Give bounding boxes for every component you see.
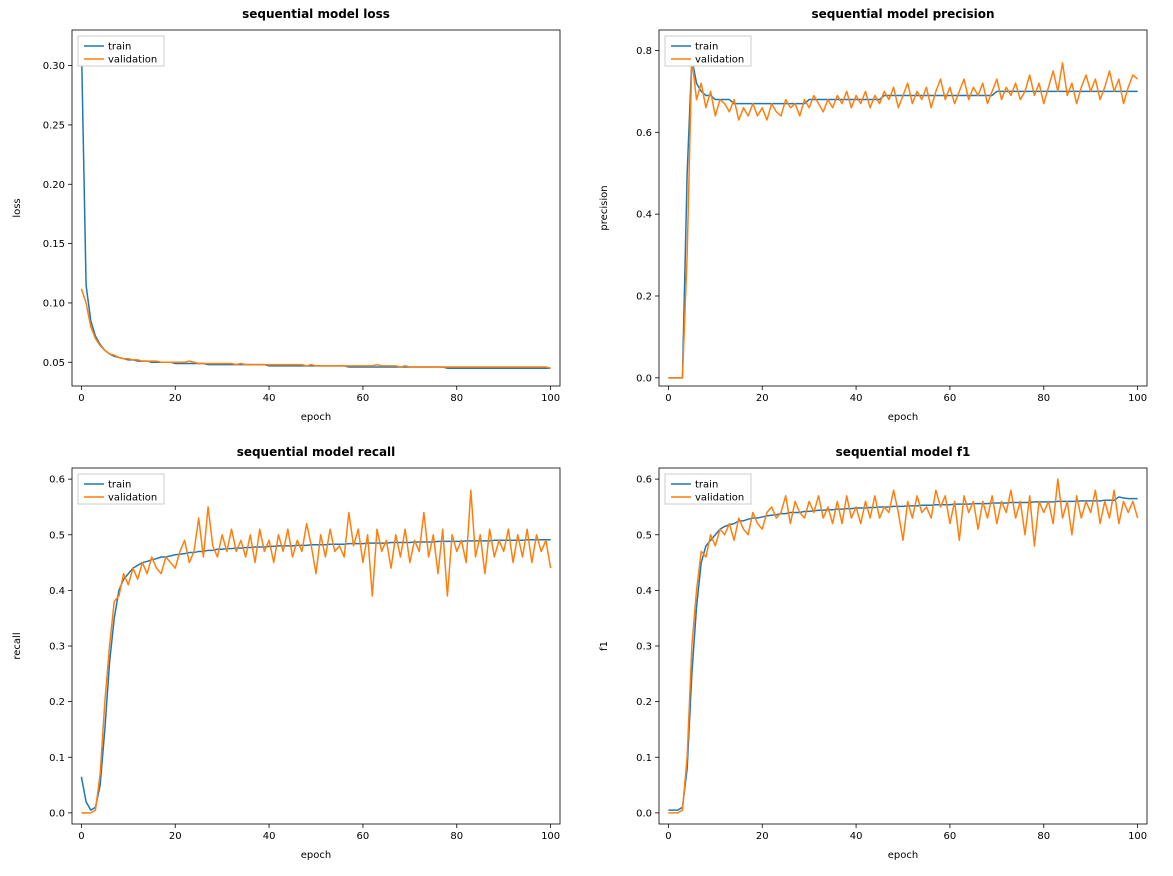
- x-tick-label: 0: [78, 831, 84, 842]
- x-tick-label: 40: [849, 831, 862, 842]
- x-tick-label: 0: [665, 393, 671, 404]
- y-tick-label: 0.30: [43, 61, 65, 72]
- series-validation: [668, 479, 1137, 813]
- y-tick-label: 0.4: [636, 210, 652, 221]
- legend-label: validation: [108, 55, 157, 66]
- y-tick-label: 0.5: [636, 530, 652, 541]
- x-tick-label: 100: [1128, 393, 1147, 404]
- x-tick-label: 40: [849, 393, 862, 404]
- series-validation: [81, 490, 550, 813]
- chart-title: sequential model f1: [835, 445, 970, 459]
- legend-label: train: [108, 42, 131, 53]
- y-tick-label: 0.2: [49, 697, 65, 708]
- y-tick-label: 0.2: [636, 697, 652, 708]
- chart-grid: 0204060801000.050.100.150.200.250.30sequ…: [0, 0, 1173, 876]
- y-tick-label: 0.10: [43, 298, 65, 309]
- legend-label: validation: [695, 55, 744, 66]
- x-tick-label: 20: [169, 393, 182, 404]
- y-tick-label: 0.0: [636, 373, 652, 384]
- y-tick-label: 0.4: [636, 586, 652, 597]
- chart-title: sequential model recall: [237, 445, 396, 459]
- y-tick-label: 0.25: [43, 120, 65, 131]
- y-tick-label: 0.05: [43, 358, 65, 369]
- x-tick-label: 60: [943, 831, 956, 842]
- plot-frame: [659, 30, 1147, 386]
- y-axis-label: precision: [599, 185, 610, 230]
- x-tick-label: 60: [357, 393, 370, 404]
- x-axis-label: epoch: [887, 412, 917, 423]
- x-tick-label: 40: [263, 831, 276, 842]
- x-tick-label: 80: [1037, 831, 1050, 842]
- y-axis-label: f1: [599, 641, 610, 651]
- y-tick-label: 0.4: [49, 586, 65, 597]
- x-tick-label: 80: [450, 831, 463, 842]
- plot-frame: [72, 468, 560, 824]
- x-tick-label: 100: [541, 831, 560, 842]
- x-axis-label: epoch: [301, 412, 331, 423]
- legend-label: train: [695, 42, 718, 53]
- x-tick-label: 60: [357, 831, 370, 842]
- chart-title: sequential model loss: [242, 7, 390, 21]
- series-validation: [81, 289, 550, 369]
- y-tick-label: 0.5: [49, 530, 65, 541]
- series-train: [81, 42, 550, 368]
- y-tick-label: 0.15: [43, 239, 65, 250]
- series-train: [668, 59, 1137, 378]
- x-tick-label: 80: [1037, 393, 1050, 404]
- y-tick-label: 0.20: [43, 180, 65, 191]
- legend-label: train: [695, 480, 718, 491]
- y-axis-label: recall: [12, 632, 23, 659]
- y-tick-label: 0.0: [49, 808, 65, 819]
- y-tick-label: 0.6: [636, 128, 652, 139]
- legend-label: validation: [108, 493, 157, 504]
- series-validation: [668, 59, 1137, 378]
- x-tick-label: 40: [263, 393, 276, 404]
- panel-recall: 0 20 40 60 80 100 0.0 0.1 0.2 0.3 0.4 0.5 0.6 sequent…: [0, 438, 587, 876]
- x-tick-label: 80: [450, 393, 463, 404]
- y-tick-label: 0.3: [636, 642, 652, 653]
- x-tick-label: 20: [169, 831, 182, 842]
- x-tick-label: 20: [755, 393, 768, 404]
- chart-title: sequential model precision: [811, 7, 994, 21]
- panel-precision: 0 20 40 60 80 100 0.0 0.2 0.4 0.6 0.8 sequential mo…: [587, 0, 1173, 438]
- panel-loss: 0 20 40 60 80 100 0.05 0.10 0.15 0.20 0.25 0.30 sequ…: [0, 0, 587, 438]
- y-tick-label: 0.6: [49, 475, 65, 486]
- y-tick-label: 0.1: [636, 753, 652, 764]
- x-tick-label: 0: [665, 831, 671, 842]
- series-train: [81, 540, 550, 810]
- plot-frame: [72, 30, 560, 386]
- legend-label: train: [108, 480, 131, 491]
- x-tick-label: 0: [78, 393, 84, 404]
- legend-label: validation: [695, 493, 744, 504]
- y-tick-label: 0.8: [636, 46, 652, 57]
- y-tick-label: 0.6: [636, 475, 652, 486]
- y-tick-label: 0.3: [49, 642, 65, 653]
- y-tick-label: 0.2: [636, 291, 652, 302]
- y-tick-label: 0.1: [49, 753, 65, 764]
- x-tick-label: 100: [1128, 831, 1147, 842]
- x-tick-label: 60: [943, 393, 956, 404]
- y-axis-label: loss: [12, 198, 23, 217]
- y-tick-label: 0.0: [636, 808, 652, 819]
- x-axis-label: epoch: [301, 850, 331, 861]
- x-tick-label: 20: [755, 831, 768, 842]
- panel-f1: 0 20 40 60 80 100 0.0 0.1 0.2 0.3 0.4 0.5 0.6 sequent…: [587, 438, 1173, 876]
- series-train: [668, 497, 1137, 810]
- x-axis-label: epoch: [887, 850, 917, 861]
- x-tick-label: 100: [541, 393, 560, 404]
